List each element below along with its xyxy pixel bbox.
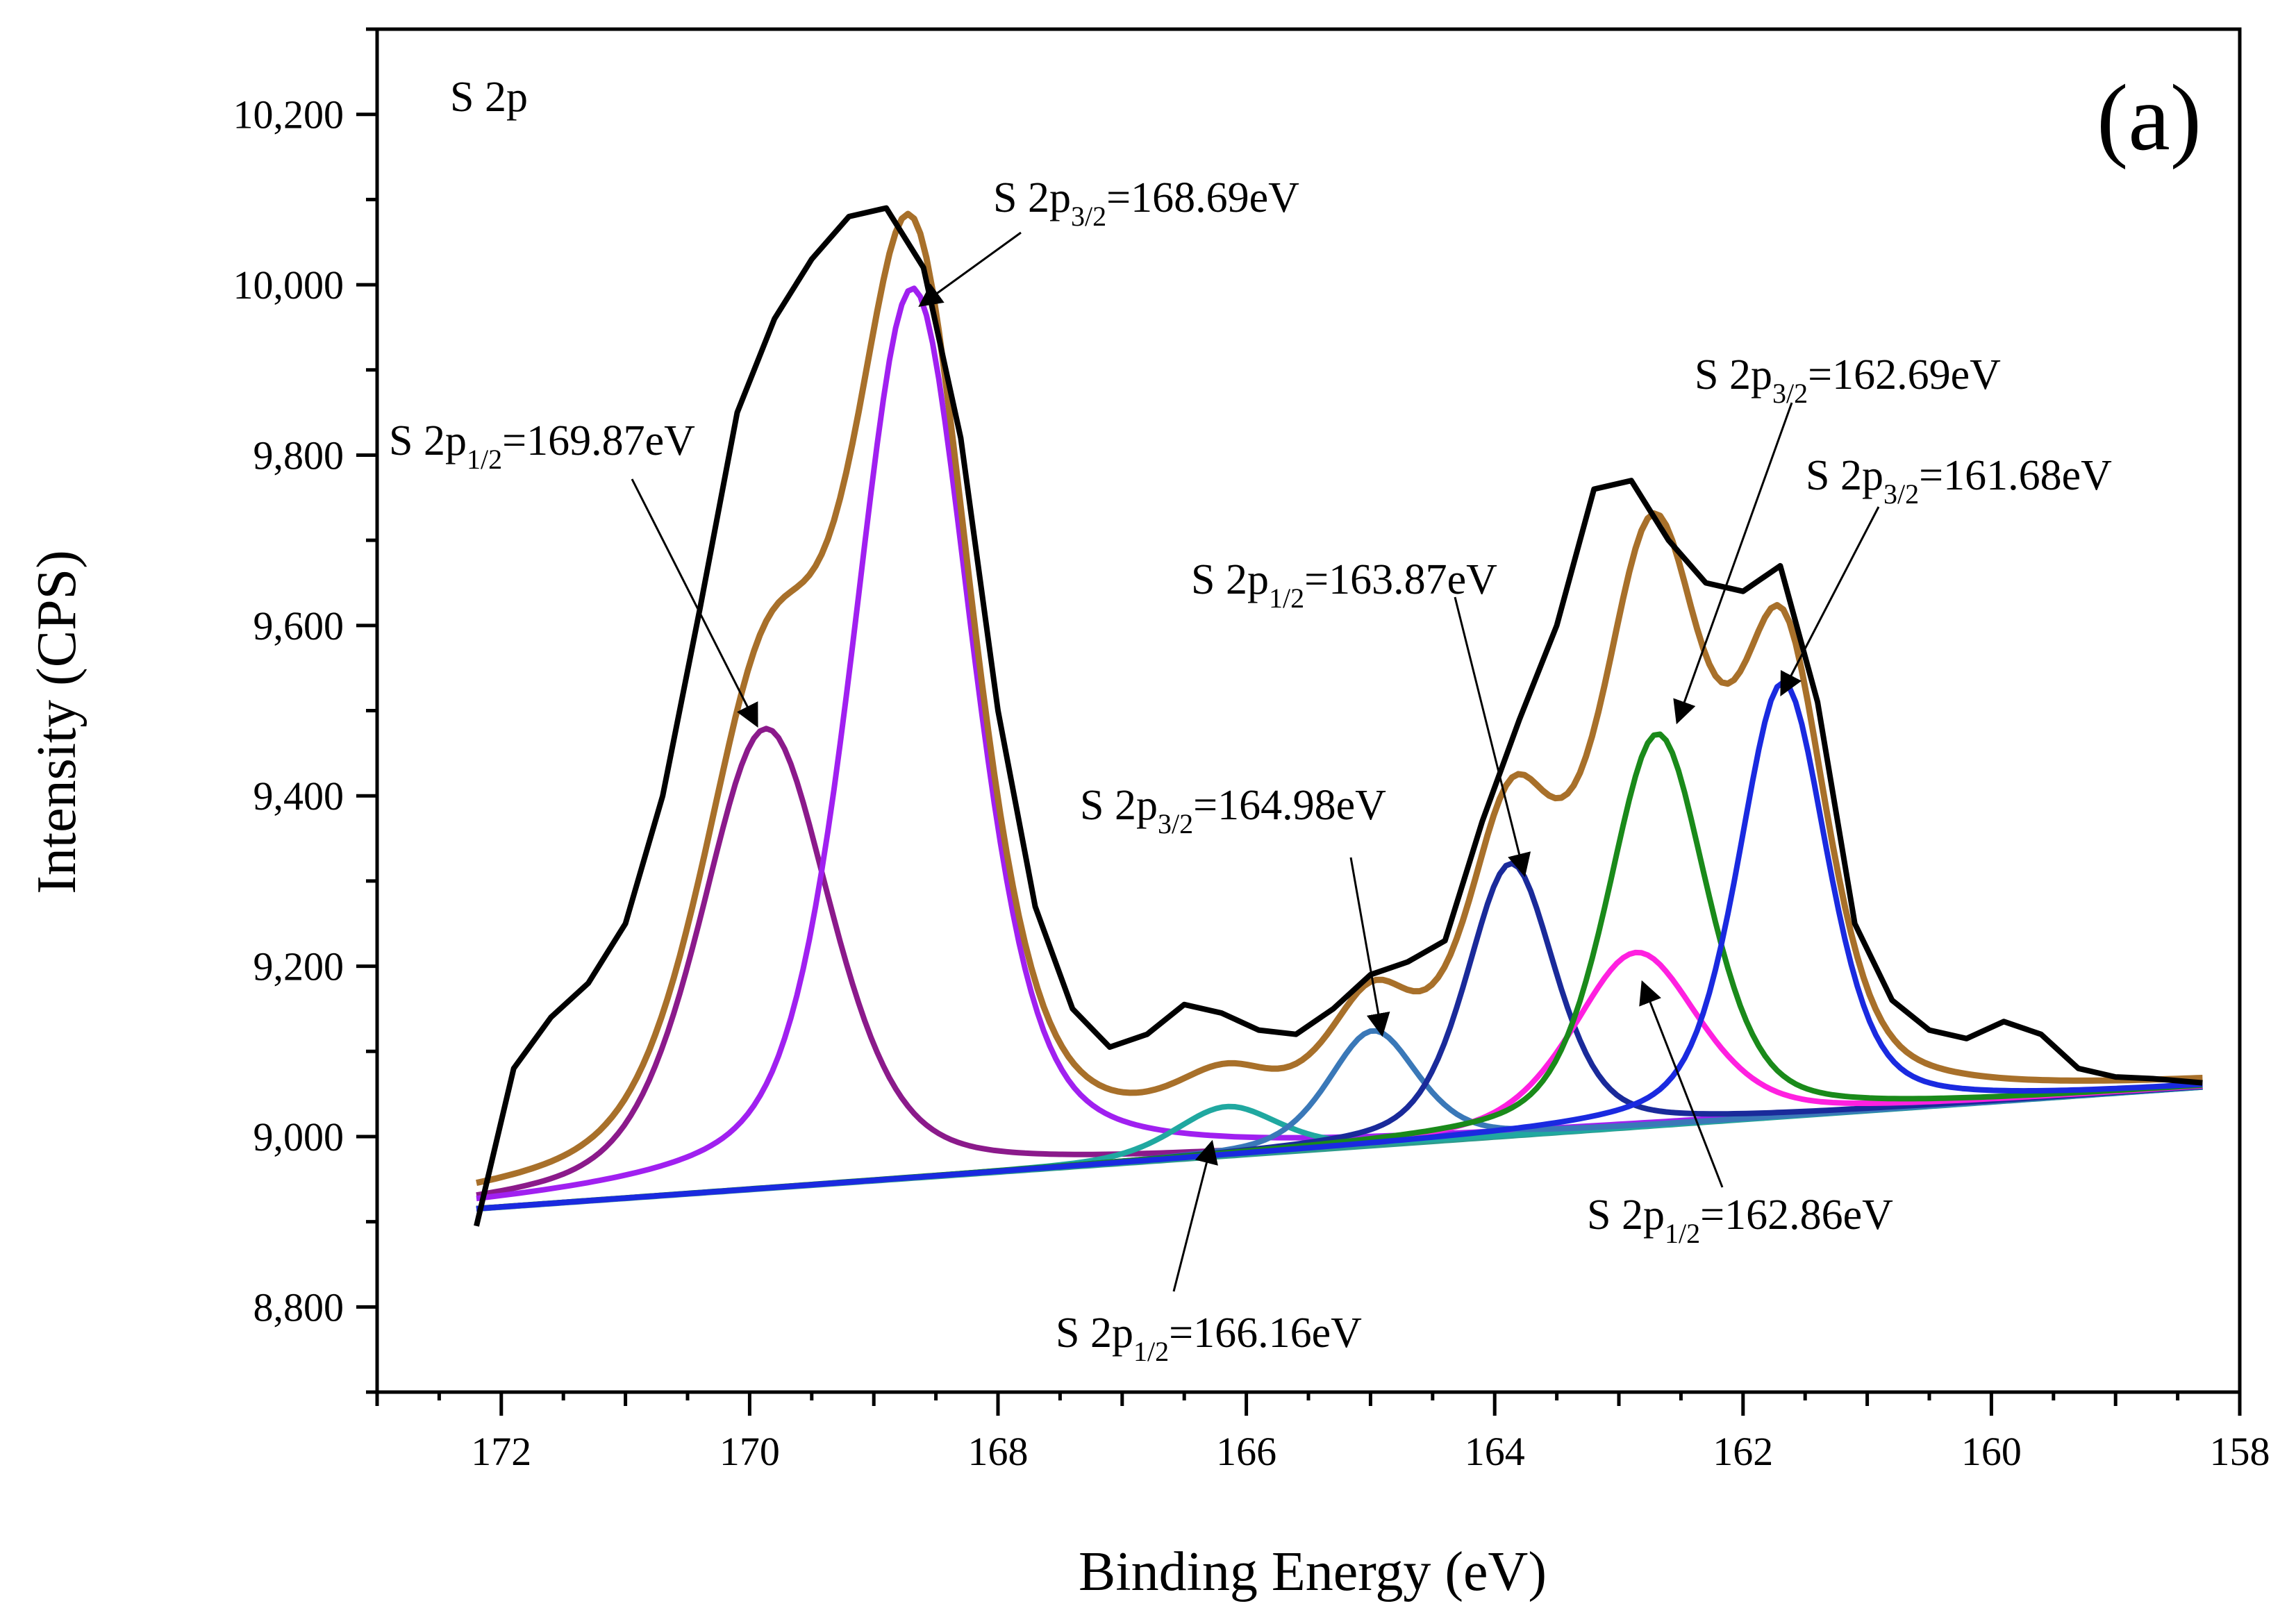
y-tick-label: 9,000: [253, 1114, 344, 1160]
peak-arrow-4: [1349, 857, 1390, 1037]
plot-lines: [474, 205, 2203, 1227]
peak-arrow-5: [1454, 596, 1531, 878]
core-level-label: S 2p: [450, 74, 528, 121]
raw-data-line: [474, 205, 2203, 1227]
x-tick-label: 162: [1713, 1429, 1773, 1474]
axes: 172 170 168 166 164 162 160 158 8,800 9,000 9,200 9…: [233, 27, 2270, 1474]
x-tick-label: 166: [1216, 1429, 1276, 1474]
y-tick-label: 8,800: [253, 1284, 344, 1330]
y-tick-label: 9,800: [253, 433, 344, 478]
annotations: S 2p1/2=169.87eV S 2p3/2=168.69eV S 2p1/2=…: [389, 174, 2112, 1367]
peak-label-8: S 2p3/2=161.68eV: [1806, 452, 2112, 510]
y-tick-label: 10,000: [233, 262, 344, 308]
peak-label-4: S 2p3/2=164.98eV: [1080, 782, 1386, 839]
component-peak-8: [476, 679, 2203, 1212]
x-tick-label: 168: [968, 1429, 1029, 1474]
y-tick-label: 9,200: [253, 944, 344, 989]
x-tick-label: 164: [1465, 1429, 1525, 1474]
y-tick-label: 9,600: [253, 603, 344, 648]
peak-arrow-2: [918, 231, 1022, 307]
peak-label-1: S 2p1/2=169.87eV: [389, 417, 695, 475]
peak-arrow-6: [1639, 980, 1724, 1188]
peak-label-2: S 2p3/2=168.69eV: [993, 174, 1299, 232]
panel-label: (a): [2097, 66, 2202, 170]
peak-arrow-3: [1172, 1139, 1218, 1292]
x-tick-label: 170: [719, 1429, 780, 1474]
peak-label-3: S 2p1/2=166.16eV: [1056, 1309, 1362, 1367]
y-tick-label: 9,400: [253, 773, 344, 819]
envelope-line: [476, 210, 2203, 1187]
x-tick-label: 158: [2210, 1429, 2270, 1474]
x-tick-label: 172: [471, 1429, 531, 1474]
y-axis-title: Intensity (CPS): [26, 550, 88, 894]
peak-label-7: S 2p3/2=162.69eV: [1695, 351, 2001, 409]
peak-arrow-8: [1780, 506, 1880, 697]
y-tick-label: 10,200: [233, 92, 344, 137]
x-tick-label: 160: [1961, 1429, 2022, 1474]
peak-label-6: S 2p1/2=162.86eV: [1587, 1191, 1893, 1249]
x-axis-title: Binding Energy (eV): [1079, 1541, 1547, 1602]
peak-arrow-7: [1673, 402, 1793, 725]
peak-label-5: S 2p1/2=163.87eV: [1191, 556, 1497, 614]
peak-arrow-1: [631, 478, 758, 728]
